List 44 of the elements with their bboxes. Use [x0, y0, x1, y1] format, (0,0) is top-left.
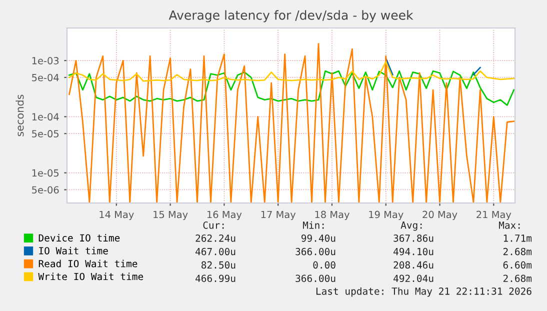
line-series	[68, 70, 515, 106]
text: 467.00u	[196, 248, 236, 256]
x-tick-label: 18 May	[315, 210, 350, 220]
text: 366.00u	[296, 274, 336, 282]
line-series	[68, 61, 515, 82]
text: 6.60m	[503, 261, 532, 269]
y-tick-label: 5e-05	[32, 130, 59, 138]
text: 492.04u	[394, 274, 434, 282]
legend-label: Write IO Wait time	[38, 272, 144, 280]
text: 1.71m	[504, 234, 532, 242]
x-tick-label: 15 May	[154, 210, 188, 220]
text: Max:	[498, 222, 520, 229]
y-axis-title: seconds	[16, 94, 24, 136]
text: 466.99u	[196, 274, 236, 282]
text: 494.10u	[394, 248, 434, 256]
y-tick-label: 5e-04	[32, 74, 59, 82]
text: 367.86u	[394, 234, 434, 242]
y-tick-label: 1e-03	[32, 57, 59, 64]
text: 99.40u	[301, 234, 336, 242]
y-tick-label: 1e-04	[32, 113, 59, 121]
text: 82.50u	[202, 261, 236, 269]
x-tick-label: 20 May	[422, 210, 458, 220]
legend-label: Device IO time	[38, 234, 120, 242]
text: 0.00	[313, 261, 336, 269]
text: 2.68m	[503, 274, 532, 282]
text: Min:	[302, 221, 324, 229]
text: 262.24u	[196, 234, 236, 242]
legend-label: IO Wait time	[39, 246, 108, 254]
chart-title: Average latency for /dev/sda - by week	[168, 10, 414, 22]
text: Cur:	[203, 221, 224, 229]
text: Last update: Thu May 21 22:11:31 2026	[316, 287, 532, 297]
x-tick-label: 19 May	[369, 210, 404, 220]
x-tick-label: 14 May	[100, 210, 134, 220]
x-tick-label: 16 May	[207, 210, 242, 220]
line-series	[68, 42, 515, 203]
text: 208.46u	[394, 261, 434, 269]
x-tick-label: 17 May	[261, 210, 296, 220]
text: 2.68m	[503, 248, 532, 256]
y-tick-label: 1e-05	[32, 169, 59, 177]
y-tick-label: 5e-06	[32, 186, 59, 194]
x-tick-label: 21 May	[476, 210, 512, 220]
legend-label: Read IO Wait time	[38, 260, 138, 268]
text: 366.00u	[296, 248, 336, 256]
text: Avg:	[400, 222, 422, 231]
